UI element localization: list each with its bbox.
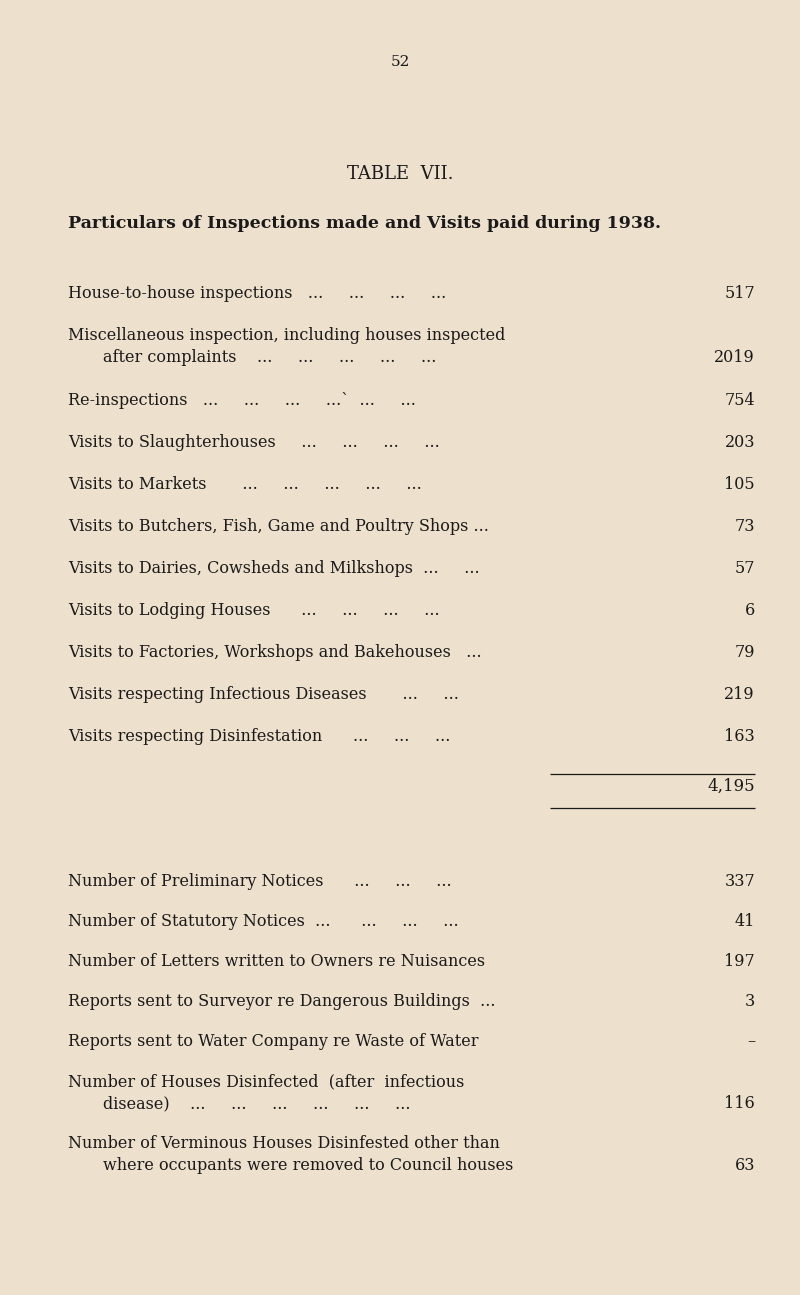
Text: Visits to Lodging Houses      ...     ...     ...     ...: Visits to Lodging Houses ... ... ... ... xyxy=(68,602,440,619)
Text: 2019: 2019 xyxy=(714,348,755,366)
Text: 6: 6 xyxy=(745,602,755,619)
Text: Visits respecting Infectious Diseases       ...     ...: Visits respecting Infectious Diseases ..… xyxy=(68,686,459,703)
Text: 52: 52 xyxy=(390,54,410,69)
Text: 57: 57 xyxy=(734,559,755,578)
Text: 73: 73 xyxy=(734,518,755,535)
Text: Number of Statutory Notices  ...      ...     ...     ...: Number of Statutory Notices ... ... ... … xyxy=(68,913,458,930)
Text: House-to-house inspections   ...     ...     ...     ...: House-to-house inspections ... ... ... .… xyxy=(68,285,446,302)
Text: 517: 517 xyxy=(724,285,755,302)
Text: 116: 116 xyxy=(724,1096,755,1112)
Text: 63: 63 xyxy=(734,1156,755,1175)
Text: Number of Verminous Houses Disinfested other than: Number of Verminous Houses Disinfested o… xyxy=(68,1134,500,1153)
Text: 203: 203 xyxy=(725,434,755,451)
Text: Number of Preliminary Notices      ...     ...     ...: Number of Preliminary Notices ... ... ..… xyxy=(68,873,452,890)
Text: –: – xyxy=(747,1033,755,1050)
Text: TABLE  VII.: TABLE VII. xyxy=(346,164,454,183)
Text: Particulars of Inspections made and Visits paid during 1938.: Particulars of Inspections made and Visi… xyxy=(68,215,661,232)
Text: Visits respecting Disinfestation      ...     ...     ...: Visits respecting Disinfestation ... ...… xyxy=(68,728,450,745)
Text: 41: 41 xyxy=(734,913,755,930)
Text: Miscellaneous inspection, including houses inspected: Miscellaneous inspection, including hous… xyxy=(68,328,506,344)
Text: after complaints    ...     ...     ...     ...     ...: after complaints ... ... ... ... ... xyxy=(103,348,436,366)
Text: 197: 197 xyxy=(724,953,755,970)
Text: Number of Houses Disinfected  (after  infectious: Number of Houses Disinfected (after infe… xyxy=(68,1074,464,1090)
Text: 754: 754 xyxy=(724,392,755,409)
Text: Reports sent to Surveyor re Dangerous Buildings  ...: Reports sent to Surveyor re Dangerous Bu… xyxy=(68,993,495,1010)
Text: Visits to Butchers, Fish, Game and Poultry Shops ...: Visits to Butchers, Fish, Game and Poult… xyxy=(68,518,489,535)
Text: 337: 337 xyxy=(724,873,755,890)
Text: Re-inspections   ...     ...     ...     ...`  ...     ...: Re-inspections ... ... ... ...` ... ... xyxy=(68,392,416,409)
Text: Visits to Markets       ...     ...     ...     ...     ...: Visits to Markets ... ... ... ... ... xyxy=(68,477,422,493)
Text: 163: 163 xyxy=(724,728,755,745)
Text: 105: 105 xyxy=(724,477,755,493)
Text: Visits to Slaughterhouses     ...     ...     ...     ...: Visits to Slaughterhouses ... ... ... ..… xyxy=(68,434,440,451)
Text: where occupants were removed to Council houses: where occupants were removed to Council … xyxy=(103,1156,514,1175)
Text: disease)    ...     ...     ...     ...     ...     ...: disease) ... ... ... ... ... ... xyxy=(103,1096,410,1112)
Text: Visits to Factories, Workshops and Bakehouses   ...: Visits to Factories, Workshops and Bakeh… xyxy=(68,644,482,660)
Text: Visits to Dairies, Cowsheds and Milkshops  ...     ...: Visits to Dairies, Cowsheds and Milkshop… xyxy=(68,559,480,578)
Text: 79: 79 xyxy=(734,644,755,660)
Text: 219: 219 xyxy=(724,686,755,703)
Text: 3: 3 xyxy=(745,993,755,1010)
Text: Reports sent to Water Company re Waste of Water: Reports sent to Water Company re Waste o… xyxy=(68,1033,478,1050)
Text: 4,195: 4,195 xyxy=(707,778,755,795)
Text: Number of Letters written to Owners re Nuisances: Number of Letters written to Owners re N… xyxy=(68,953,485,970)
